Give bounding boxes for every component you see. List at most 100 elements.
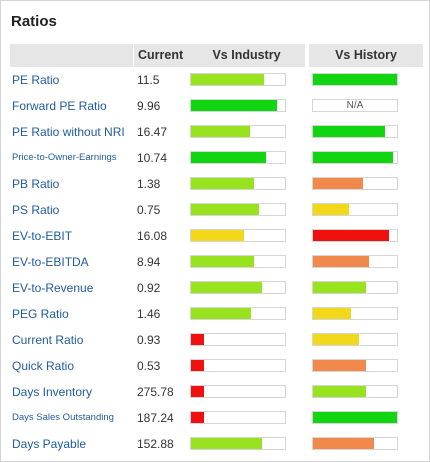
table-row: PS Ratio 0.75 xyxy=(1,197,430,223)
header-vs-history: Vs History xyxy=(309,44,423,67)
vs-history-bar-fill xyxy=(313,152,393,163)
vs-industry-bar xyxy=(190,333,286,346)
table-row: Current Ratio 0.93 xyxy=(1,327,430,353)
ratio-label-link[interactable]: PE Ratio xyxy=(12,73,60,87)
current-value: 8.94 xyxy=(137,255,161,269)
vs-history-bar: N/A xyxy=(312,99,398,112)
vs-history-bar xyxy=(312,177,398,190)
ratio-label-link[interactable]: Quick Ratio xyxy=(12,359,75,373)
table-row: Price-to-Owner-Earnings 10.74 xyxy=(1,145,430,171)
vs-industry-bar-fill xyxy=(191,282,262,293)
current-value: 16.08 xyxy=(137,229,168,243)
ratio-label-link[interactable]: Days Inventory xyxy=(12,385,93,399)
vs-history-bar xyxy=(312,125,398,138)
current-value: 1.46 xyxy=(137,307,161,321)
vs-history-bar-fill xyxy=(313,308,351,319)
ratio-label-link[interactable]: Forward PE Ratio xyxy=(12,99,107,113)
current-value: 275.78 xyxy=(137,385,174,399)
ratio-label-link[interactable]: EV-to-Revenue xyxy=(12,281,94,295)
current-value: 0.93 xyxy=(137,333,161,347)
vs-history-bar-fill xyxy=(313,438,374,449)
vs-history-bar-fill xyxy=(313,334,359,345)
table-row: EV-to-EBIT 16.08 xyxy=(1,223,430,249)
ratio-label-link[interactable]: Current Ratio xyxy=(12,333,84,347)
vs-industry-bar-fill xyxy=(191,204,259,215)
vs-history-bar-fill xyxy=(313,256,369,267)
ratio-label-link[interactable]: PB Ratio xyxy=(12,177,60,191)
vs-industry-bar xyxy=(190,73,286,86)
current-value: 187.24 xyxy=(137,411,174,425)
table-row: Days Inventory 275.78 xyxy=(1,379,430,405)
vs-industry-bar xyxy=(190,229,286,242)
vs-history-bar-fill xyxy=(313,230,389,241)
vs-industry-bar xyxy=(190,281,286,294)
panel-title: Ratios xyxy=(11,13,57,30)
vs-history-bar xyxy=(312,281,398,294)
table-row: Days Sales Outstanding 187.24 xyxy=(1,405,430,431)
vs-history-bar-fill xyxy=(313,282,366,293)
ratio-label-link[interactable]: Days Payable xyxy=(12,437,87,451)
vs-history-bar xyxy=(312,385,398,398)
ratio-label-link[interactable]: EV-to-EBIT xyxy=(12,229,73,243)
vs-history-bar xyxy=(312,203,398,216)
vs-industry-bar-fill xyxy=(191,438,262,449)
vs-history-bar-fill xyxy=(313,412,397,423)
vs-history-bar-fill xyxy=(313,204,349,215)
current-value: 9.96 xyxy=(137,99,161,113)
vs-history-bar-fill xyxy=(313,74,397,85)
vs-industry-bar-fill xyxy=(191,152,266,163)
vs-history-bar xyxy=(312,229,398,242)
ratio-label-link[interactable]: Price-to-Owner-Earnings xyxy=(12,152,117,163)
vs-industry-bar-fill xyxy=(191,74,264,85)
vs-history-bar xyxy=(312,411,398,424)
table-row: PEG Ratio 1.46 xyxy=(1,301,430,327)
table-row: Days Payable 152.88 xyxy=(1,431,430,457)
current-value: 152.88 xyxy=(137,437,174,451)
vs-history-bar xyxy=(312,307,398,320)
header-vs-industry: Vs Industry xyxy=(188,44,305,67)
vs-history-bar-fill xyxy=(313,360,366,371)
current-value: 0.75 xyxy=(137,203,161,217)
vs-industry-bar-fill xyxy=(191,178,254,189)
vs-industry-bar xyxy=(190,385,286,398)
ratio-label-link[interactable]: PEG Ratio xyxy=(12,307,69,321)
ratio-label-link[interactable]: EV-to-EBITDA xyxy=(12,255,89,269)
vs-industry-bar xyxy=(190,359,286,372)
vs-industry-bar-fill xyxy=(191,334,204,345)
vs-industry-bar xyxy=(190,307,286,320)
vs-history-bar-fill xyxy=(313,178,363,189)
header-blank-cell xyxy=(10,44,133,67)
vs-industry-bar xyxy=(190,125,286,138)
current-value: 10.74 xyxy=(137,151,168,165)
vs-industry-bar-fill xyxy=(191,100,277,111)
vs-industry-bar xyxy=(190,203,286,216)
table-row: PE Ratio 11.5 xyxy=(1,67,430,93)
vs-industry-bar xyxy=(190,437,286,450)
vs-history-bar xyxy=(312,437,398,450)
vs-history-bar xyxy=(312,359,398,372)
vs-industry-bar-fill xyxy=(191,386,204,397)
vs-history-bar xyxy=(312,333,398,346)
vs-industry-bar xyxy=(190,99,286,112)
header-current: Current xyxy=(134,44,191,67)
ratio-label-link[interactable]: PS Ratio xyxy=(12,203,60,217)
table-row: PB Ratio 1.38 xyxy=(1,171,430,197)
vs-history-bar-fill xyxy=(313,126,385,137)
vs-history-bar xyxy=(312,73,398,86)
current-value: 11.5 xyxy=(137,73,160,87)
table-row: Forward PE Ratio 9.96 N/A xyxy=(1,93,430,119)
vs-history-bar xyxy=(312,255,398,268)
ratio-label-link[interactable]: PE Ratio without NRI xyxy=(12,125,125,139)
table-row: EV-to-EBITDA 8.94 xyxy=(1,249,430,275)
current-value: 1.38 xyxy=(137,177,161,191)
ratio-label-link[interactable]: Days Sales Outstanding xyxy=(12,412,114,423)
vs-history-bar xyxy=(312,151,398,164)
vs-industry-bar xyxy=(190,177,286,190)
vs-industry-bar-fill xyxy=(191,412,204,423)
vs-industry-bar xyxy=(190,255,286,268)
table-row: EV-to-Revenue 0.92 xyxy=(1,275,430,301)
vs-industry-bar-fill xyxy=(191,360,204,371)
vs-history-bar-fill xyxy=(313,386,366,397)
current-value: 0.92 xyxy=(137,281,161,295)
vs-history-na: N/A xyxy=(346,100,364,111)
